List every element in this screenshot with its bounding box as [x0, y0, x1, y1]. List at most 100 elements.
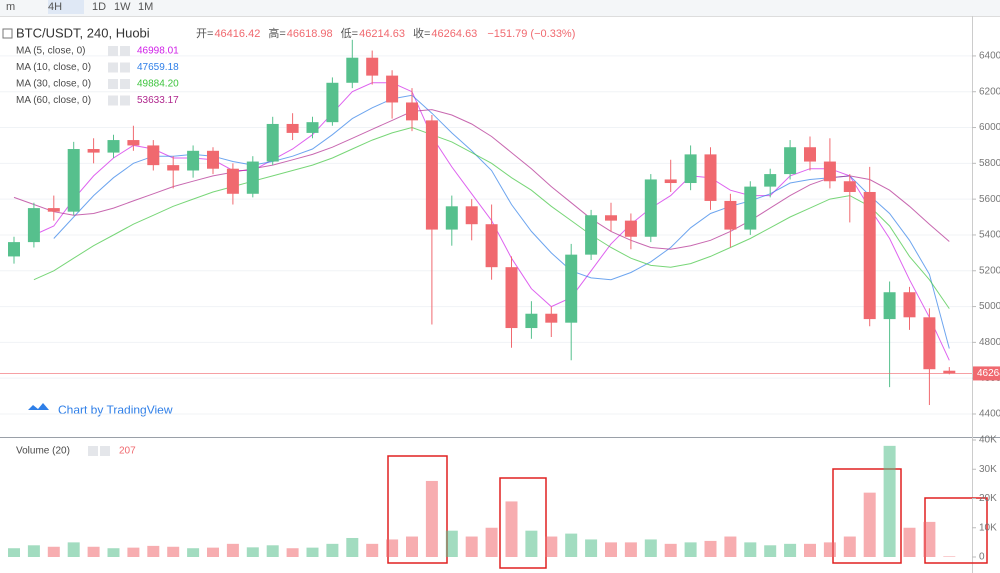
indicator-button[interactable]: [108, 95, 118, 106]
volume-tick-label: 20K: [979, 493, 997, 504]
volume-bar: [744, 542, 757, 557]
candle-body: [943, 370, 956, 374]
candle-body: [624, 220, 637, 237]
candle-body: [485, 224, 498, 268]
candle-body: [147, 145, 160, 166]
tradingview-logo: [28, 403, 49, 410]
y-tick-label: 58000: [979, 158, 1000, 169]
candle-body: [306, 122, 319, 133]
volume-bar: [684, 542, 697, 557]
indicator-button[interactable]: [108, 79, 118, 89]
candle-body: [266, 123, 279, 162]
volume-bar: [246, 547, 259, 557]
ohlc-label: 开=: [196, 28, 213, 40]
volume-bar: [804, 543, 816, 557]
volume-bar: [545, 536, 558, 557]
volume-bar: [147, 545, 160, 557]
indicator-value: 47659.18: [137, 62, 179, 73]
active-interval: [48, 0, 84, 14]
volume-bar: [47, 546, 60, 557]
volume-bar: [823, 542, 836, 557]
volume-bar: [425, 480, 438, 557]
annotation-box: [499, 477, 547, 569]
interval-button[interactable]: 4H: [48, 1, 62, 13]
candle-body: [286, 123, 299, 133]
interval-button[interactable]: 1W: [114, 1, 131, 13]
interval-button[interactable]: 1D: [92, 1, 106, 13]
indicator-button[interactable]: [120, 62, 130, 73]
indicator-value: 46998.01: [137, 46, 179, 57]
candle-body: [246, 161, 259, 194]
annotation-box: [387, 455, 448, 564]
volume-bar: [585, 539, 598, 557]
candle-body: [823, 161, 836, 182]
volume-bar: [366, 543, 379, 557]
candle-body: [445, 206, 458, 230]
volume-bar: [764, 545, 777, 557]
ohlc-value: 46618.98: [287, 28, 333, 40]
volume-tick-label: 0: [979, 552, 985, 563]
volume-bar: [624, 542, 637, 557]
candle-body: [843, 181, 856, 192]
candle-body: [465, 206, 478, 225]
candle-body: [605, 215, 617, 221]
volume-bar: [346, 537, 359, 557]
y-tick-label: 52000: [979, 265, 1000, 276]
volume-bar: [605, 542, 617, 557]
indicator-button[interactable]: [120, 95, 130, 106]
volume-bar: [326, 543, 339, 557]
indicator-button[interactable]: [120, 79, 130, 89]
indicator-button[interactable]: [108, 62, 118, 73]
ohlc-value: 46264.63: [431, 28, 477, 40]
candle-body: [704, 154, 717, 201]
volume-bar: [664, 543, 677, 557]
candle-body: [167, 165, 180, 171]
candle-body: [386, 75, 399, 103]
volume-bar: [306, 547, 319, 557]
candle-body: [207, 150, 219, 169]
ma-line: [33, 126, 950, 309]
annotation-box: [832, 468, 902, 564]
interval-button[interactable]: m: [6, 1, 15, 13]
candle-body: [684, 154, 697, 184]
volume-bar: [87, 546, 100, 557]
ohlc-value: 46416.42: [214, 28, 260, 40]
legend-icon: [2, 28, 13, 39]
volume-bar: [883, 445, 896, 557]
candle-body: [525, 313, 538, 329]
indicator-button[interactable]: [120, 46, 130, 56]
indicator-name: MA (10, close, 0): [16, 62, 91, 73]
y-tick-label: 44000: [979, 409, 1000, 420]
indicator-name: MA (30, close, 0): [16, 79, 91, 90]
volume-tick-label: 10K: [979, 522, 997, 533]
y-tick-label: 60000: [979, 122, 1000, 133]
y-tick-label: 50000: [979, 301, 1000, 312]
change: −151.79 (−0.33%): [487, 28, 575, 40]
ma-line: [53, 94, 950, 349]
volume-bar: [923, 521, 936, 557]
volume-bar: [565, 533, 578, 557]
candle-body: [366, 57, 379, 76]
candle-body: [724, 200, 737, 230]
symbol: BTC/USDT, 240, Huobi: [16, 25, 150, 40]
candle-body: [585, 215, 598, 255]
candle-body: [664, 179, 677, 184]
candle-body: [47, 208, 60, 212]
y-tick-label: 62000: [979, 86, 1000, 97]
y-tick-label: 48000: [979, 337, 1000, 348]
volume-bar: [943, 556, 956, 557]
ohlc-label: 低=: [341, 27, 358, 40]
candle-body: [8, 242, 20, 257]
volume-bar: [644, 539, 657, 557]
indicator-button[interactable]: [108, 46, 118, 56]
ma-line: [13, 109, 950, 250]
interval-button[interactable]: 1M: [138, 1, 153, 13]
candle-body: [107, 140, 120, 153]
indicator-button: [100, 446, 110, 456]
credit: Chart by TradingView: [58, 403, 173, 417]
candle-body: [764, 174, 777, 187]
last-price-label: 46264.63: [977, 368, 1000, 379]
y-tick-label: 54000: [979, 230, 1000, 241]
